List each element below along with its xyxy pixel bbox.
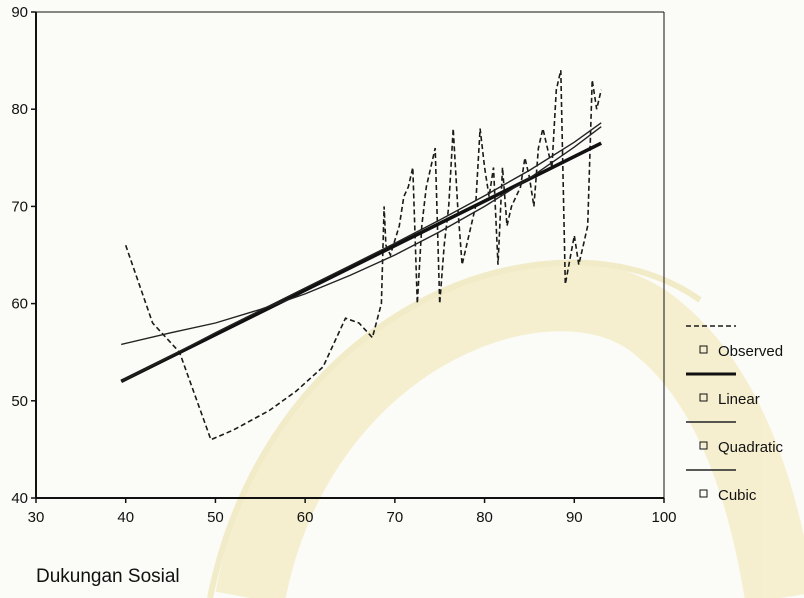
x-tick-label: 60	[297, 509, 314, 526]
y-tick-label: 80	[11, 101, 28, 118]
legend-marker-observed	[699, 345, 708, 354]
series-observed-line	[124, 70, 602, 441]
y-tick-label: 60	[11, 296, 28, 313]
x-tick-label: 90	[566, 509, 583, 526]
legend-label-quadratic: Quadratic	[718, 439, 784, 456]
y-tick-label: 50	[11, 393, 28, 410]
y-tick-label: 40	[11, 490, 28, 507]
y-tick-label: 70	[11, 198, 28, 215]
x-tick-label: 30	[28, 509, 45, 526]
series-cubic-line	[120, 122, 602, 383]
series-quadratic-line	[121, 126, 602, 346]
watermark-seal	[207, 259, 804, 598]
legend-label-observed: Observed	[718, 343, 783, 360]
legend-label-cubic: Cubic	[718, 487, 757, 504]
x-tick-label: 80	[476, 509, 493, 526]
legend-marker-quadratic	[699, 441, 708, 450]
legend-marker-linear	[699, 393, 708, 402]
x-tick-label: 40	[117, 509, 134, 526]
x-axis-label: Dukungan Sosial	[36, 566, 180, 587]
y-tick-label: 90	[11, 4, 28, 21]
x-tick-label: 100	[651, 509, 676, 526]
x-tick-label: 70	[387, 509, 404, 526]
legend: Observed Linear Quadratic Cubic	[686, 325, 784, 504]
legend-label-linear: Linear	[718, 391, 760, 408]
legend-marker-cubic	[699, 489, 708, 498]
x-tick-label: 50	[207, 509, 224, 526]
